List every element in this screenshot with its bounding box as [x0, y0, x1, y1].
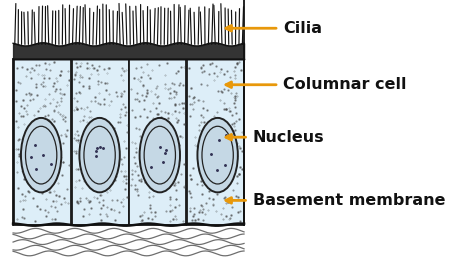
Polygon shape — [129, 59, 186, 225]
Ellipse shape — [79, 118, 120, 192]
Text: Nucleus: Nucleus — [253, 130, 324, 145]
Ellipse shape — [139, 118, 180, 192]
Text: Columnar cell: Columnar cell — [283, 77, 407, 92]
Polygon shape — [72, 59, 128, 225]
Text: Basement membrane: Basement membrane — [253, 193, 445, 208]
Ellipse shape — [21, 118, 61, 192]
Polygon shape — [187, 59, 244, 225]
Polygon shape — [14, 59, 71, 225]
Text: Cilia: Cilia — [283, 21, 322, 36]
Ellipse shape — [198, 118, 238, 192]
